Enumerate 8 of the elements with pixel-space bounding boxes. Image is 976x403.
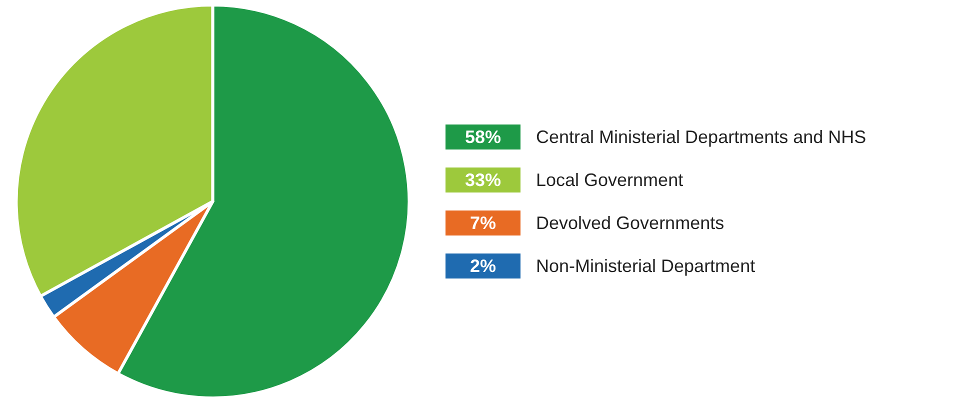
- data-label: 7%: [470, 213, 496, 233]
- legend-label: Non-Ministerial Department: [536, 256, 756, 276]
- legend-label: Local Government: [536, 170, 684, 190]
- legend-label: Central Ministerial Departments and NHS: [536, 127, 866, 147]
- data-label: 33%: [464, 170, 502, 190]
- data-label: 2%: [470, 256, 496, 276]
- data-label: 58%: [464, 127, 502, 147]
- legend-label: Devolved Governments: [536, 213, 724, 233]
